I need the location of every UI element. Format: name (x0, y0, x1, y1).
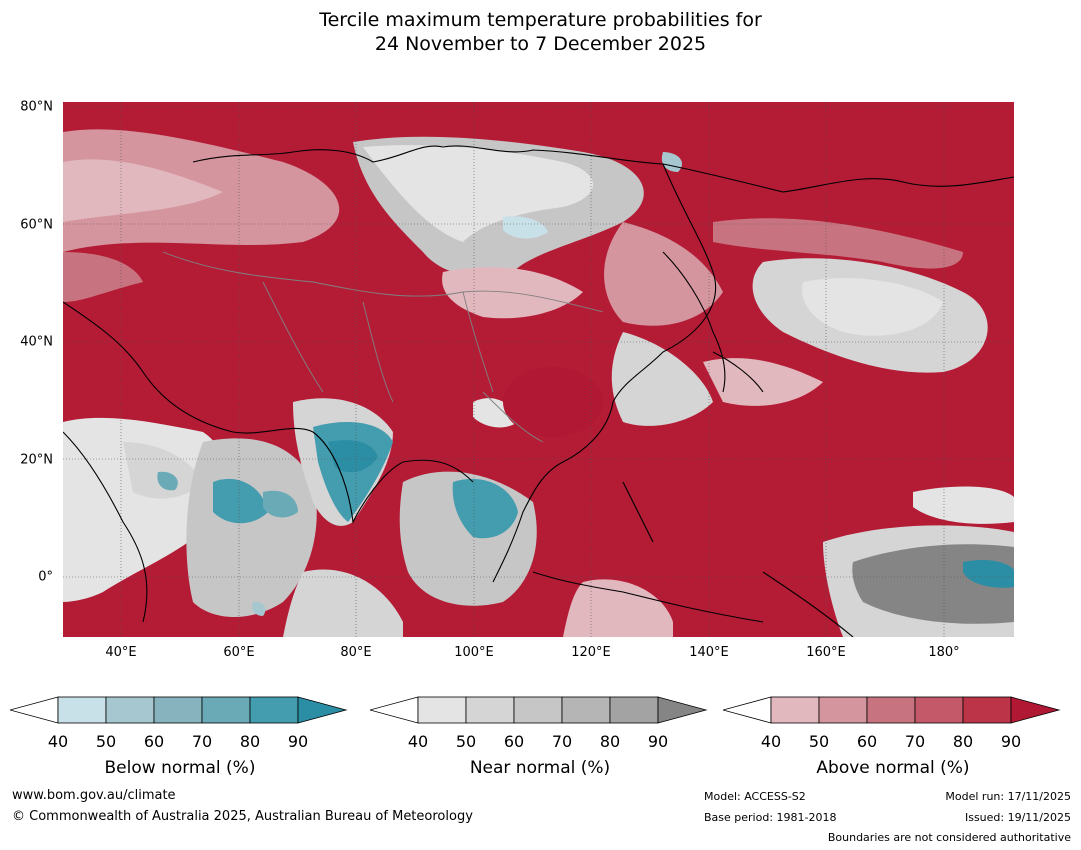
colorbar-swatch (609, 696, 659, 724)
zone-below-indian-ocean (252, 601, 266, 616)
tick: 60 (503, 732, 525, 751)
lon-label-180: 180° (928, 645, 960, 660)
tick: 80 (952, 732, 974, 751)
colorbar-swatch (513, 696, 563, 724)
issued-date: Issued: 19/11/2025 (964, 811, 1071, 824)
zone-near-eastchina-sea (611, 332, 713, 426)
boundaries-note: Boundaries are not considered authoritat… (827, 831, 1071, 844)
lon-label-80e: 80°E (340, 645, 372, 660)
colorbar-left-extension (10, 696, 59, 724)
colorbar-above-swatches (723, 696, 1061, 724)
zone-lightpink-westpacific (703, 358, 823, 406)
map-canvas (63, 102, 1014, 637)
title-line-2: 24 November to 7 December 2025 (374, 33, 707, 55)
colorbar-swatch (57, 696, 107, 724)
lon-label-60e: 60°E (223, 645, 255, 660)
colorbar-below-swatches (10, 696, 348, 724)
tick: 80 (239, 732, 261, 751)
tick: 50 (95, 732, 117, 751)
colorbar-left-extension (370, 696, 419, 724)
colorbar-swatch (465, 696, 515, 724)
model-run: Model run: 17/11/2025 (945, 790, 1071, 803)
tick: 90 (287, 732, 309, 751)
colorbar-swatch (818, 696, 868, 724)
colorbar-swatch (153, 696, 203, 724)
tick: 70 (551, 732, 573, 751)
zone-below-india-core (328, 440, 378, 473)
zone-pink-manchuria (604, 222, 723, 326)
zone-below-siberia (503, 216, 548, 239)
zone-below-arabian-sea (213, 478, 268, 524)
colorbar-swatch (962, 696, 1012, 724)
chart-title: Tercile maximum temperature probabilitie… (0, 8, 1081, 56)
colorbar-below-label: Below normal (%) (104, 758, 256, 778)
tick: 50 (455, 732, 477, 751)
tick: 70 (191, 732, 213, 751)
zone-below-arabian-sea-2 (263, 490, 298, 518)
tick: 40 (760, 732, 782, 751)
lat-label-0: 0° (38, 569, 53, 585)
zone-below-indochina (452, 478, 518, 539)
tick: 40 (407, 732, 429, 751)
colorbar-swatch (866, 696, 916, 724)
lon-label-120e: 120°E (571, 645, 611, 660)
title-line-1: Tercile maximum temperature probabilitie… (319, 9, 762, 31)
colorbar-left-extension (723, 696, 772, 724)
zone-near-southern-indian (283, 569, 403, 637)
graticule (63, 102, 1014, 637)
colorbar-near-label: Near normal (%) (469, 758, 611, 778)
model-name: Model: ACCESS-S2 (704, 790, 806, 803)
zone-lightgrey-northpacific (802, 278, 943, 336)
probability-map (63, 102, 1014, 637)
colorbar-right-extension (657, 696, 708, 724)
zone-grey-arabia (123, 442, 203, 499)
colorbar-swatch (770, 696, 820, 724)
zone-pink-caspian (63, 252, 143, 302)
country-borders (162, 251, 604, 443)
tick: 70 (904, 732, 926, 751)
colorbar-above: 40 50 60 70 80 90 Above normal (%) (723, 690, 1063, 785)
lat-label-20n: 20°N (20, 452, 53, 468)
lat-label-80n: 80°N (20, 99, 53, 115)
zone-lightpink-west-russia (63, 159, 223, 222)
zone-below-arabia (157, 471, 178, 491)
colorbar-below: 40 50 60 70 80 90 Below normal (%) (10, 690, 350, 785)
base-period: Base period: 1981-2018 (704, 811, 837, 824)
colorbar-swatch (201, 696, 251, 724)
colorbar-above-label: Above normal (%) (816, 758, 970, 778)
tick: 40 (47, 732, 69, 751)
tick: 60 (856, 732, 878, 751)
tick: 50 (808, 732, 830, 751)
colorbar-swatch (417, 696, 467, 724)
tick: 80 (599, 732, 621, 751)
colorbar-swatch (105, 696, 155, 724)
colorbar-near-swatches (370, 696, 708, 724)
tick: 90 (1000, 732, 1022, 751)
zone-lightpink-indonesia (563, 579, 673, 637)
zone-lightgrey-siberia (363, 145, 593, 242)
lon-label-40e: 40°E (105, 645, 137, 660)
zone-pink-bering (713, 218, 963, 269)
lat-label-40n: 40°N (20, 334, 53, 350)
colorbar-near: 40 50 60 70 80 90 Near normal (%) (370, 690, 710, 785)
colorbar-right-extension (297, 696, 348, 724)
lon-label-160e: 160°E (806, 645, 846, 660)
colorbar-right-extension (1010, 696, 1061, 724)
colorbar-swatch (914, 696, 964, 724)
lon-label-100e: 100°E (454, 645, 494, 660)
website-link[interactable]: www.bom.gov.au/climate (12, 788, 176, 803)
lat-label-60n: 60°N (20, 217, 53, 233)
zone-below-southpacific (963, 559, 1014, 588)
lon-label-140e: 140°E (689, 645, 729, 660)
tick: 90 (647, 732, 669, 751)
colorbar-swatch (249, 696, 299, 724)
zone-lightgrey-equatorial-pacific (913, 486, 1014, 524)
copyright: © Commonwealth of Australia 2025, Austra… (12, 809, 473, 824)
colorbar-swatch (561, 696, 611, 724)
zone-above-china-core (503, 367, 603, 437)
tick: 60 (143, 732, 165, 751)
coastlines (63, 145, 1014, 637)
